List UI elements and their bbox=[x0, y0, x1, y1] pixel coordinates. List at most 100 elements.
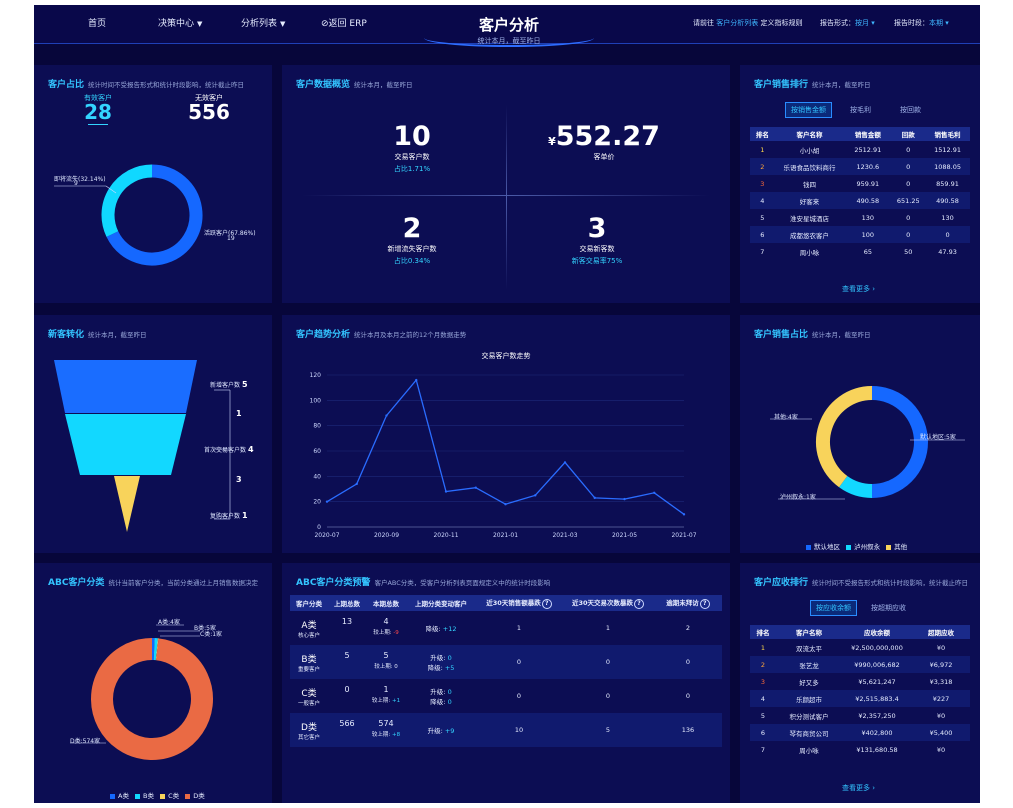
table-row[interactable]: 5 积分测试客户 ¥2,357,250 ¥0 bbox=[750, 707, 970, 724]
col-header: 销售毛利 bbox=[925, 127, 970, 141]
sales-rank-panel: 客户销售排行 统计本月，截至昨日 按销售金额 按毛利 按回款 排名 客户名称 销售… bbox=[740, 65, 980, 303]
report-form-select[interactable]: 按月 ▾ bbox=[855, 19, 875, 27]
table-row[interactable]: D类 其它客户 566 574 较上期: +8 升级: +9 10 5 136 bbox=[290, 713, 722, 747]
inactive-label: 无效客户 bbox=[195, 94, 223, 102]
table-row[interactable]: 5 淮安星城酒店 130 0 130 bbox=[750, 209, 970, 226]
data-point[interactable] bbox=[653, 491, 656, 494]
help-icon[interactable]: ? bbox=[541, 599, 552, 609]
data-point[interactable] bbox=[563, 461, 567, 464]
move-cell: 升级: +9 bbox=[406, 713, 476, 747]
panel-header: 客户应收排行 统计时间不受报告形式和统计时段影响，统计截止昨日 bbox=[754, 578, 969, 588]
table-cell: 490.58 bbox=[844, 192, 892, 209]
nav-decision-center[interactable]: 决策中心 ▼ bbox=[158, 19, 203, 29]
donut-slice[interactable] bbox=[91, 638, 213, 760]
data-point[interactable] bbox=[415, 378, 418, 382]
data-point[interactable] bbox=[385, 414, 388, 417]
table-row[interactable]: 7 周小咏 65 50 47.93 bbox=[750, 243, 970, 260]
data-point[interactable] bbox=[474, 486, 477, 489]
table-row[interactable]: C类 一般客户 0 1 较上期: +1 升级: 0 降级: 0 0 0 0 bbox=[290, 679, 722, 713]
tab-by-payment[interactable]: 按回款 bbox=[900, 106, 921, 114]
table-row[interactable]: 7 周小咏 ¥131,680.58 ¥0 bbox=[750, 741, 970, 758]
y-tick-label: 40 bbox=[313, 473, 321, 480]
donut-slice[interactable] bbox=[839, 475, 873, 498]
sales-drop-cell: 0 bbox=[476, 645, 562, 679]
overview-new-lost: 2 新增流失客户数 占比0.34% bbox=[387, 213, 437, 265]
y-tick-label: 0 bbox=[317, 524, 321, 531]
view-more-link[interactable]: 查看更多 › bbox=[842, 285, 876, 293]
abc-legend: A类 B类 C类 D类 bbox=[106, 790, 205, 800]
donut-slice[interactable] bbox=[101, 164, 153, 237]
table-row[interactable]: B类 重要客户 5 5 较上期: 0 升级: 0 降级: +5 0 0 0 bbox=[290, 645, 722, 679]
move-cell: 升级: 0 降级: +5 bbox=[406, 645, 476, 679]
panel-header: 客户销售占比 统计本月，截至昨日 bbox=[754, 330, 871, 340]
table-row[interactable]: A类 核心客户 13 4 较上期: -9 降级: +12 1 1 2 bbox=[290, 611, 722, 645]
rank-cell: 7 bbox=[760, 247, 765, 256]
table-cell: ¥2,500,000,000 bbox=[851, 643, 903, 652]
table-row[interactable]: 2 张艺龙 ¥990,006,682 ¥6,972 bbox=[750, 656, 970, 673]
data-point[interactable] bbox=[623, 497, 626, 501]
cur-count-cell: 4 较上期: -9 bbox=[373, 617, 399, 636]
funnel-stage-new bbox=[54, 360, 197, 413]
slice-label-at-risk: 即将流失(32.14%) bbox=[54, 176, 106, 183]
table-row[interactable]: 6 琴有商贸公司 ¥402,800 ¥5,400 bbox=[750, 724, 970, 741]
goto-analysis-list-link[interactable]: 客户分析列表 bbox=[716, 19, 759, 27]
nav-back-erp[interactable]: ⊘返回 ERP bbox=[321, 19, 367, 29]
view-more-link[interactable]: 查看更多 › bbox=[842, 784, 876, 792]
data-point[interactable] bbox=[534, 494, 537, 497]
table-cell: 淮安星城酒店 bbox=[789, 214, 829, 223]
donut-slice[interactable] bbox=[871, 386, 928, 498]
stage-label: 新增客户数 5 bbox=[210, 380, 248, 389]
help-icon[interactable]: ? bbox=[699, 599, 710, 609]
table-cell: 小小胡 bbox=[799, 146, 820, 155]
abc-panel: ABC客户分类 统计当前客户分类，当前分类通过上月销售数据决定 A类:4家 B类:… bbox=[34, 563, 272, 803]
table-cell: ¥131,680.58 bbox=[856, 745, 898, 754]
table-cell: 490.58 bbox=[925, 192, 970, 209]
donut-slice[interactable] bbox=[106, 164, 203, 266]
rank-cell: 7 bbox=[760, 745, 766, 754]
table-row[interactable]: 1 双流太平 ¥2,500,000,000 ¥0 bbox=[750, 639, 970, 656]
active-underline bbox=[88, 124, 108, 125]
data-point[interactable] bbox=[325, 500, 329, 503]
slice-count-active: 19 bbox=[227, 235, 235, 242]
move-line: 升级: 0 bbox=[430, 688, 452, 696]
table-row[interactable]: 1 小小胡 2512.91 0 1512.91 bbox=[750, 141, 970, 158]
customer-ratio-donut bbox=[54, 164, 203, 266]
rank-cell: 6 bbox=[750, 724, 776, 741]
donut-slice[interactable] bbox=[816, 386, 873, 488]
table-cell: 651.25 bbox=[891, 192, 926, 209]
nav-home[interactable]: 首页 bbox=[88, 19, 107, 29]
table-row[interactable]: 4 好客来 490.58 651.25 490.58 bbox=[750, 192, 970, 209]
data-point[interactable] bbox=[593, 496, 596, 500]
report-period-select[interactable]: 本期 ▾ bbox=[929, 19, 949, 27]
tab-by-balance[interactable]: 按应收余额 bbox=[810, 600, 857, 616]
data-point[interactable] bbox=[504, 503, 507, 506]
x-tick-label: 2021-07 bbox=[671, 532, 696, 539]
data-point[interactable] bbox=[444, 490, 448, 493]
table-row[interactable]: 4 乐颜超市 ¥2,515,883.4 ¥227 bbox=[750, 690, 970, 707]
table-row[interactable]: 2 乐语食品饮料商行 1230.6 0 1088.05 bbox=[750, 158, 970, 175]
panel-header: 客户数据概览 统计本月，截至昨日 bbox=[296, 80, 413, 90]
tab-by-sales[interactable]: 按销售金额 bbox=[785, 102, 832, 118]
table-row[interactable]: 3 钱四 959.91 0 859.91 bbox=[750, 175, 970, 192]
table-row[interactable]: 3 好又多 ¥5,621,247 ¥3,318 bbox=[750, 673, 970, 690]
data-point[interactable] bbox=[355, 482, 358, 486]
leader-line bbox=[105, 185, 117, 194]
table-cell: 好客来 bbox=[774, 192, 845, 209]
table-row[interactable]: 6 成都悠农客户 100 0 0 bbox=[750, 226, 970, 243]
legend-swatch bbox=[135, 793, 141, 799]
tab-by-overdue[interactable]: 按超期应收 bbox=[871, 604, 906, 612]
trade-drop-cell: 1 bbox=[605, 624, 611, 632]
data-point[interactable] bbox=[682, 513, 686, 516]
table-cell: 周小咏 bbox=[799, 746, 819, 755]
trade-drop-cell: 0 bbox=[562, 645, 654, 679]
overdue-visit-cell: 0 bbox=[685, 692, 691, 700]
prev-count-cell: 5 bbox=[328, 645, 366, 679]
slice-label-other: 其他:4家 bbox=[774, 414, 798, 421]
tab-by-profit[interactable]: 按毛利 bbox=[850, 106, 871, 114]
sales-share-legend: 默认地区 泸州叙永 其他 bbox=[802, 541, 907, 551]
y-tick-label: 120 bbox=[310, 372, 322, 379]
table-cell: 双流太平 bbox=[796, 644, 822, 653]
help-icon[interactable]: ? bbox=[634, 599, 645, 609]
nav-analysis-list[interactable]: 分析列表 ▼ bbox=[241, 19, 286, 29]
table-cell: 乐语食品饮料商行 bbox=[774, 158, 845, 175]
